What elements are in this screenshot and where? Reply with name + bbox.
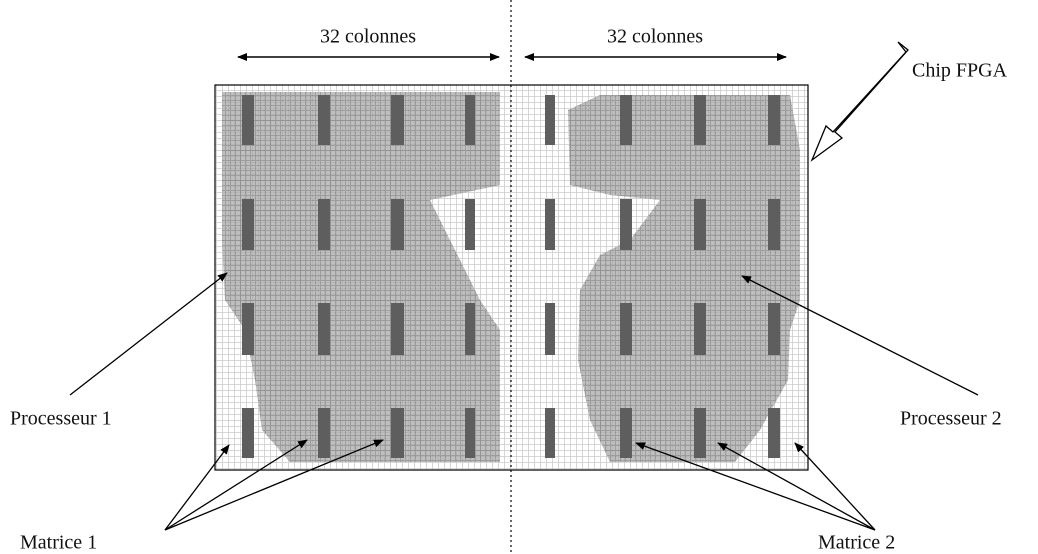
block-ram — [768, 199, 780, 250]
block-ram — [318, 95, 330, 145]
block-ram — [391, 199, 404, 250]
block-ram — [694, 303, 706, 355]
processor-label: Processeur 1 — [10, 408, 112, 430]
chip-label: Chip FPGA — [912, 60, 1008, 82]
matrix-label: Matrice 1 — [20, 532, 97, 554]
block-ram — [318, 303, 330, 355]
columns-label: 32 colonnes — [607, 26, 703, 48]
block-ram — [318, 199, 330, 250]
block-ram — [620, 95, 632, 145]
block-ram — [465, 95, 475, 145]
block-ram — [768, 303, 780, 355]
block-ram — [768, 95, 780, 145]
chip-pointer — [812, 42, 908, 160]
block-ram — [391, 408, 404, 458]
block-ram — [465, 303, 475, 355]
block-ram — [545, 408, 555, 458]
block-ram — [694, 408, 706, 458]
pointer — [795, 443, 875, 530]
block-ram — [242, 95, 254, 145]
block-ram — [620, 408, 632, 458]
fpga-diagram: 32 colonnes 32 colonnes Chip FPGA Proces… — [0, 0, 1038, 554]
processor-label: Processeur 2 — [900, 408, 1002, 430]
block-ram — [545, 95, 555, 145]
block-ram — [242, 408, 254, 458]
block-ram — [768, 408, 780, 458]
block-ram — [545, 199, 555, 250]
processor-1-area — [222, 92, 500, 462]
block-ram — [391, 95, 404, 145]
block-ram — [465, 408, 475, 458]
block-ram — [465, 199, 475, 250]
pointer — [70, 273, 227, 395]
block-ram — [620, 303, 632, 355]
block-ram — [242, 199, 254, 250]
block-ram — [318, 408, 330, 458]
block-ram — [620, 199, 632, 250]
columns-label: 32 colonnes — [320, 26, 416, 48]
block-ram — [545, 303, 555, 355]
matrix-label: Matrice 2 — [818, 532, 895, 554]
processor-2-area — [568, 95, 800, 462]
block-ram — [694, 199, 706, 250]
block-ram — [694, 95, 706, 145]
block-ram — [391, 303, 404, 355]
block-ram — [242, 303, 254, 355]
